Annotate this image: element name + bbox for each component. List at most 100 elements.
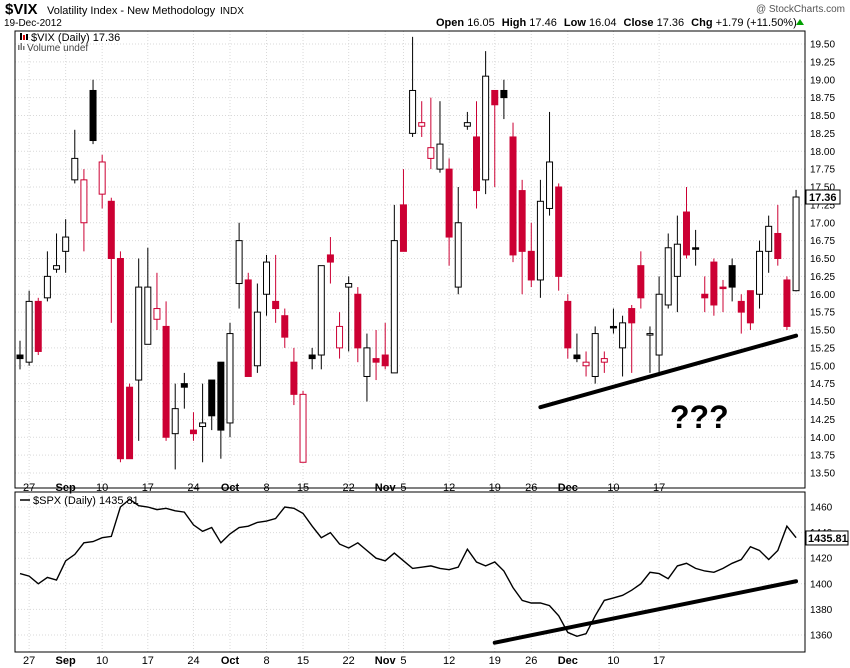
candle-body [345, 283, 353, 288]
candle [546, 111, 554, 216]
candle [637, 251, 645, 309]
candle [272, 254, 280, 323]
candle [445, 158, 453, 266]
candle-body [463, 122, 471, 127]
candle-body [454, 222, 462, 288]
candle [582, 351, 590, 377]
candle [144, 247, 152, 345]
spx-y-axis: 1360138014001420144014601435.81 [805, 503, 849, 642]
candle [518, 179, 526, 295]
candle-body [217, 361, 225, 431]
y-tick-label: 1380 [810, 605, 833, 616]
candle [609, 308, 617, 334]
candle-body [281, 315, 289, 338]
x-tick-label: 8 [263, 482, 269, 494]
candle-body [381, 354, 389, 367]
candle [199, 383, 207, 463]
y-tick-label: 14.25 [810, 415, 835, 426]
candle-body [326, 254, 334, 263]
x-tick-label: 12 [443, 655, 455, 667]
y-tick-label: 14.75 [810, 379, 835, 390]
x-tick-label: 17 [653, 655, 665, 667]
candle-body [171, 408, 179, 435]
candle-body [135, 286, 143, 381]
volume-legend-text: Volume undef [27, 43, 88, 54]
candle [372, 330, 380, 381]
trendline-segment [492, 579, 799, 645]
candle [692, 229, 700, 266]
y-tick-label: 1460 [810, 503, 833, 514]
candle [728, 258, 736, 302]
candle-body [783, 279, 791, 327]
candle [390, 204, 398, 374]
candle-body [43, 275, 51, 299]
index-name: Volatility Index - New Methodology [47, 5, 216, 17]
candle-body [536, 200, 544, 281]
candle-body [390, 240, 398, 374]
candle-body [765, 225, 773, 252]
candle-body [399, 204, 407, 252]
candle [281, 308, 289, 348]
candle [719, 279, 727, 313]
candle-body [116, 258, 124, 460]
x-tick-label: 24 [187, 655, 199, 667]
candle-body [16, 354, 24, 360]
y-tick-label: 16.75 [810, 236, 835, 247]
candle-body [482, 75, 490, 181]
candle [126, 383, 134, 460]
candle [363, 333, 371, 402]
candle [89, 79, 97, 145]
candle [536, 179, 544, 298]
candle [16, 340, 24, 370]
candle [308, 347, 316, 370]
candle [208, 379, 216, 431]
x-tick-label: 24 [187, 482, 199, 494]
candle-body [34, 300, 42, 352]
y-tick-label: 16.50 [810, 254, 835, 265]
candle [473, 101, 480, 209]
y-tick-label: 19.00 [810, 75, 835, 86]
candle-body [53, 265, 61, 270]
x-tick-label: 10 [607, 655, 619, 667]
y-tick-label: 15.50 [810, 326, 835, 337]
candle-body [637, 265, 645, 299]
candle-body [682, 211, 690, 256]
spx-legend: $SPX (Daily) 1435.81 [20, 495, 139, 507]
candle [153, 272, 161, 330]
candle [25, 290, 33, 366]
candle-body [509, 136, 517, 256]
candle [710, 258, 718, 316]
x-tick-label: 12 [443, 482, 455, 494]
candle-body [153, 308, 161, 320]
x-tick-label: 10 [96, 482, 108, 494]
candle [381, 322, 389, 370]
x-tick-label: 22 [343, 655, 355, 667]
candle [463, 111, 471, 130]
candle [34, 297, 42, 356]
candle-body [710, 261, 718, 306]
candle-body [427, 147, 435, 159]
candle [527, 222, 535, 288]
candle-body [189, 429, 197, 435]
x-tick-label: 17 [142, 482, 154, 494]
candle [664, 233, 672, 309]
candle [482, 51, 490, 195]
candle [765, 215, 773, 273]
candle-body [144, 286, 152, 345]
spx-trendline [492, 579, 799, 645]
spx-x-axis: 27 Sep 10 17 24 Oct 8 15 22 Nov 5 12 19 26 Dec 10 17 [23, 655, 665, 667]
candle [171, 383, 179, 470]
candle-body [582, 361, 590, 367]
candle-body [180, 383, 188, 388]
candle-body [80, 179, 88, 224]
y-tick-label: 1400 [810, 579, 833, 590]
candle-body [609, 325, 617, 329]
candle [162, 301, 170, 441]
candle-body [244, 279, 252, 377]
y-tick-label: 18.25 [810, 129, 835, 140]
candle [737, 294, 745, 334]
y-tick-label: 1360 [810, 631, 833, 642]
candle [263, 254, 271, 316]
candle [71, 129, 79, 184]
candle [619, 315, 627, 377]
